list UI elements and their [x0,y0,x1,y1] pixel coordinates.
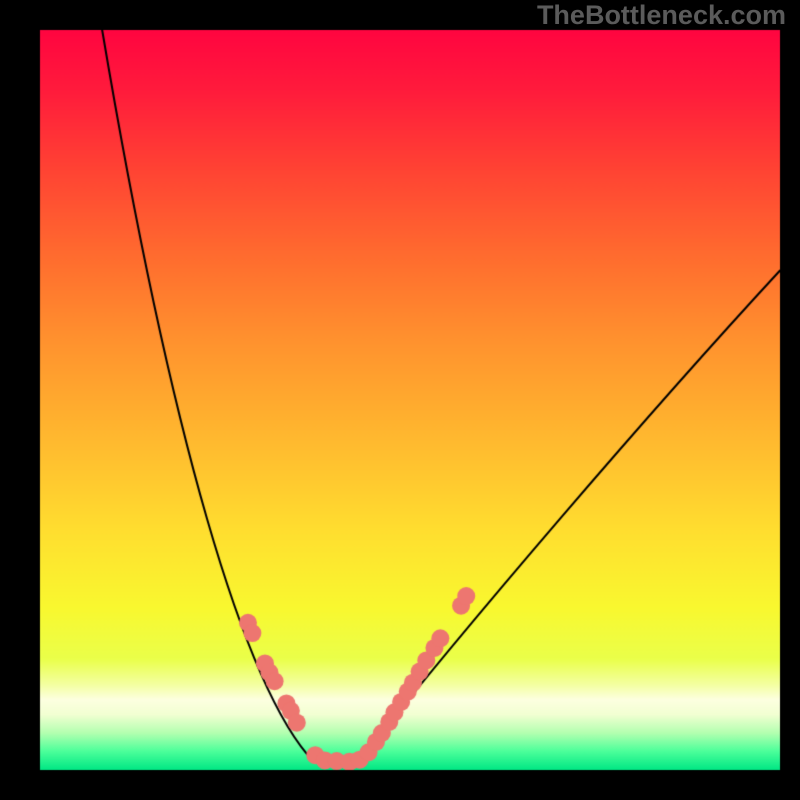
bottleneck-chart [0,0,800,800]
watermark-text: TheBottleneck.com [537,0,786,31]
